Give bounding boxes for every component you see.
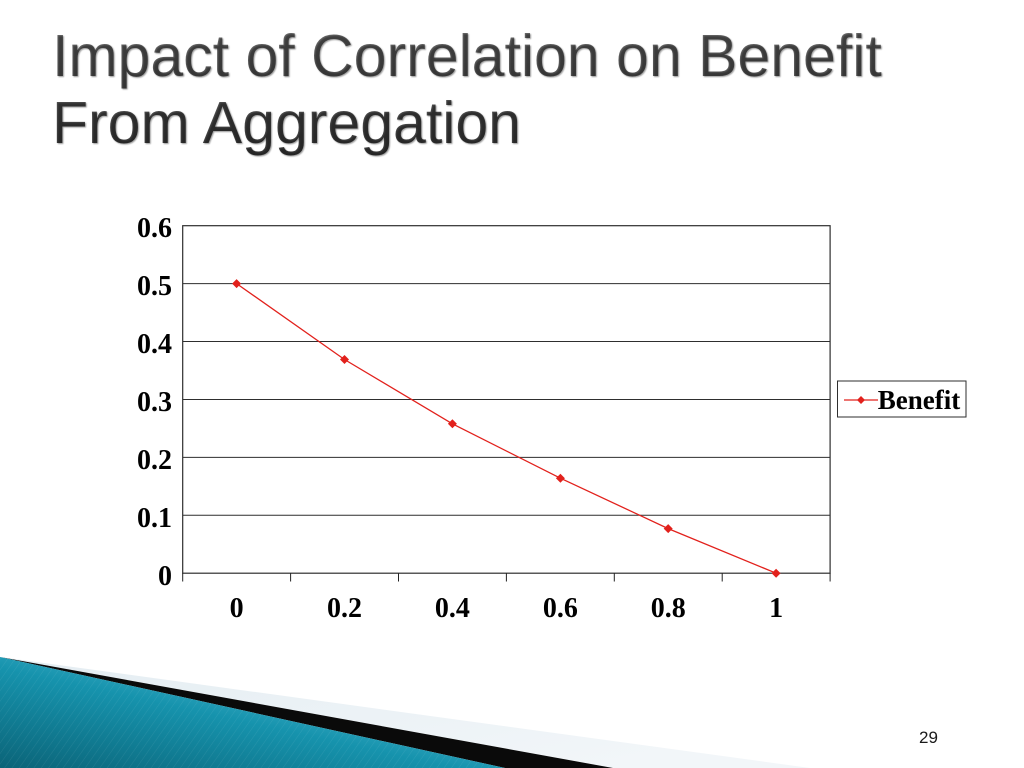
svg-text:0.4: 0.4	[435, 593, 470, 624]
svg-text:0.4: 0.4	[137, 329, 172, 360]
svg-text:0: 0	[230, 593, 244, 624]
svg-text:0.2: 0.2	[137, 445, 172, 476]
svg-text:1: 1	[769, 593, 783, 624]
svg-text:0.6: 0.6	[543, 593, 578, 624]
svg-text:0.3: 0.3	[137, 387, 172, 418]
svg-text:0: 0	[158, 561, 172, 592]
svg-text:0.1: 0.1	[137, 503, 172, 534]
svg-text:0.6: 0.6	[137, 213, 172, 244]
svg-text:Benefit: Benefit	[878, 385, 960, 415]
svg-text:0.2: 0.2	[327, 593, 362, 624]
svg-text:0.8: 0.8	[651, 593, 686, 624]
svg-text:0.5: 0.5	[137, 271, 172, 302]
